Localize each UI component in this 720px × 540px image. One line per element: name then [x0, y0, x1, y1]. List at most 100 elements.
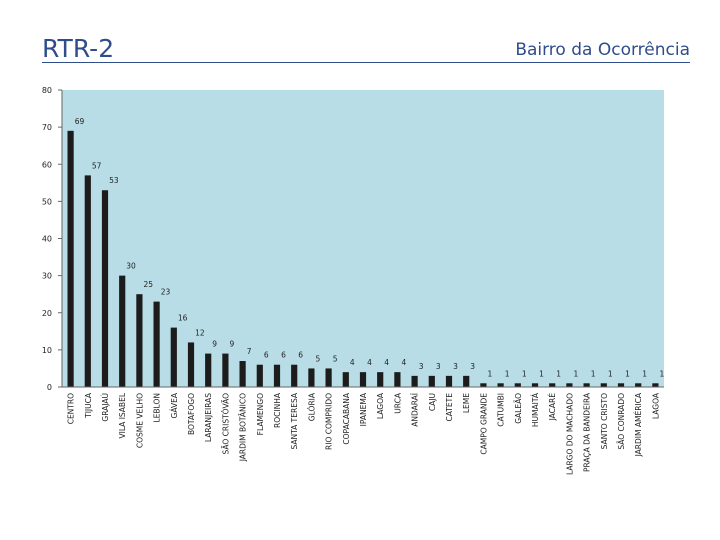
- bar: [497, 383, 504, 387]
- x-tick-label: FLAMENGO: [256, 393, 265, 435]
- data-label: 69: [75, 117, 85, 126]
- title-underline: [42, 62, 690, 63]
- y-tick-label: 20: [42, 309, 52, 318]
- bar: [291, 364, 298, 387]
- bar: [583, 383, 590, 387]
- data-label: 1: [608, 369, 613, 378]
- bar: [170, 327, 177, 387]
- x-tick-label: JACARÉ: [548, 393, 557, 422]
- bar: [136, 294, 143, 387]
- bar: [617, 383, 625, 387]
- x-tick-label: GRAJAÚ: [101, 393, 110, 422]
- bars: [67, 130, 659, 387]
- bar: [119, 275, 126, 387]
- bar: [652, 383, 659, 387]
- x-tick-label: JARDIM BOTÂNICO: [239, 393, 248, 462]
- bar: [531, 383, 539, 387]
- data-label: 4: [367, 358, 372, 367]
- data-label: 4: [384, 358, 389, 367]
- x-tick-label: GLÓRIA: [307, 392, 316, 421]
- y-tick-label: 50: [42, 197, 52, 206]
- page-title: RTR-2: [42, 34, 115, 63]
- data-label: 1: [539, 369, 544, 378]
- x-tick-label: CENTRO: [67, 393, 76, 424]
- data-label: 53: [109, 176, 119, 185]
- x-tick-label: SANTO CRISTO: [600, 393, 609, 450]
- bar: [256, 364, 263, 387]
- data-label: 1: [591, 369, 596, 378]
- data-label: 6: [264, 351, 269, 360]
- x-tick-label: LARGO DO MACHADO: [565, 393, 574, 475]
- x-tick-label: LARANJEIRAS: [204, 393, 213, 442]
- x-tick-label: HUMAITÁ: [531, 392, 540, 427]
- data-label: 1: [659, 369, 664, 378]
- data-label: 9: [229, 340, 234, 349]
- x-tick-label: CATUMBI: [497, 393, 506, 427]
- data-label: 3: [453, 362, 458, 371]
- x-tick-label: JARDIM AMÉRICA: [634, 392, 643, 457]
- data-label: 1: [625, 369, 630, 378]
- data-label: 1: [642, 369, 647, 378]
- bar: [377, 372, 384, 387]
- y-tick-label: 0: [47, 383, 52, 392]
- data-label: 30: [126, 262, 136, 271]
- bar: [84, 175, 91, 387]
- bar: [463, 375, 470, 387]
- bar: [566, 383, 573, 387]
- data-label: 1: [505, 369, 510, 378]
- data-label: 23: [161, 288, 171, 297]
- x-tick-label: SÃO CRISTÓVÃO: [221, 393, 230, 455]
- x-tick-label: URCA: [393, 392, 402, 414]
- data-label: 9: [212, 340, 217, 349]
- data-label: 7: [247, 347, 252, 356]
- x-tick-label: CAJU: [428, 393, 437, 411]
- y-tick-label: 10: [42, 346, 52, 355]
- bar: [67, 130, 74, 387]
- data-label: 25: [143, 280, 153, 289]
- y-tick-label: 70: [42, 123, 52, 132]
- x-tick-label: LEBLON: [153, 393, 162, 423]
- bar: [411, 375, 418, 387]
- data-label: 3: [436, 362, 441, 371]
- bar: [273, 364, 281, 387]
- x-tick-label: GÁVEA: [170, 392, 179, 418]
- x-tick-label: ANDARAÍ: [411, 393, 420, 427]
- y-axis: 0 10 20 30 40 50 60 70 80: [42, 86, 63, 392]
- data-label: 16: [178, 314, 188, 323]
- data-label: 4: [401, 358, 406, 367]
- x-tick-label: ROCINHA: [273, 392, 282, 428]
- y-tick-label: 60: [42, 160, 52, 169]
- bar: [342, 372, 349, 387]
- data-label: 1: [487, 369, 492, 378]
- bar: [308, 368, 315, 387]
- x-tick-label: LAGOA: [376, 392, 385, 419]
- y-tick-label: 80: [42, 86, 52, 95]
- bar: [514, 383, 521, 387]
- bar: [101, 190, 109, 387]
- data-label: 3: [419, 362, 424, 371]
- bar: [222, 353, 229, 387]
- data-label: 1: [573, 369, 578, 378]
- x-tick-label: CAMPO GRANDE: [479, 393, 488, 455]
- y-tick-label: 40: [42, 235, 52, 244]
- bar: [549, 383, 556, 387]
- bar: [394, 372, 401, 387]
- x-tick-label: LEME: [462, 393, 471, 413]
- data-label: 12: [195, 328, 205, 337]
- x-tick-label: SANTA TERESA: [290, 392, 299, 449]
- data-label: 5: [333, 354, 338, 363]
- data-label: 5: [315, 354, 320, 363]
- x-tick-label: TIJUCA: [84, 392, 93, 419]
- bar: [600, 383, 607, 387]
- bar: [205, 353, 212, 387]
- bar: [445, 375, 453, 387]
- x-tick-label: COPACABANA: [342, 392, 351, 444]
- data-label: 6: [281, 351, 286, 360]
- x-tick-label: RIO COMPRIDO: [325, 393, 334, 450]
- data-label: 3: [470, 362, 475, 371]
- chart-subtitle: Bairro da Ocorrência: [515, 40, 690, 60]
- data-label: 1: [522, 369, 527, 378]
- x-tick-label: CATETE: [445, 393, 454, 422]
- data-labels: 69 57 53 30 25 23 16 12 9 9 7 6 6 6 5 5 4 4 4 4 3 3 3 3 1 1 1 1 1 1 1 1…: [75, 117, 665, 378]
